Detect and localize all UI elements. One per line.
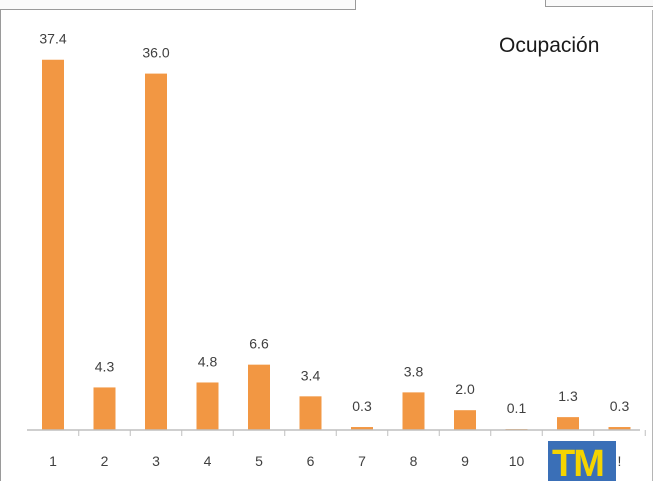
bar-5 [248,364,270,430]
bar-4 [196,382,219,430]
bar-1 [42,59,64,431]
x-tick-label-5: 5 [255,453,263,469]
value-label-5: 6.6 [249,336,269,352]
bars-group [42,59,631,431]
top-strip-left [0,0,356,10]
value-label-4: 4.8 [198,353,218,369]
value-label-9: 2.0 [455,381,475,397]
value-label-3: 36.0 [142,45,169,61]
x-ticks-group [78,430,646,436]
bar-11 [557,417,579,430]
x-tick-label-10: 10 [509,453,525,469]
x-tick-label-8: 8 [410,453,418,469]
x-tick-label-4: 4 [204,453,212,469]
value-label-2: 4.3 [95,358,115,374]
value-label-8: 3.8 [404,363,424,379]
x-tick-label-7: 7 [358,453,366,469]
value-labels-group: 37.4 4.3 36.0 4.8 6.6 3.4 0.3 3.8 2.0 0.1 1.3 0.3 [39,31,629,416]
value-label-11: 1.3 [558,388,578,404]
value-label-1: 37.4 [39,31,66,47]
bar-9 [454,410,476,430]
tm-logo-text: TM [552,443,605,485]
x-tick-label-6: 6 [307,453,315,469]
tm-logo: TM [548,441,616,485]
bar-12 [608,427,631,430]
bar-6 [299,396,322,430]
value-label-6: 3.4 [301,367,321,383]
value-label-7: 0.3 [352,398,372,414]
x-tick-label-1: 1 [49,453,57,469]
bar-2 [93,387,116,430]
value-label-12: 0.3 [610,398,630,414]
x-tick-label-3: 3 [152,453,160,469]
top-strip [0,0,653,10]
chart-title: Ocupación [499,34,599,57]
top-strip-right [545,0,653,7]
x-tick-label-9: 9 [461,453,469,469]
value-label-10: 0.1 [507,400,527,416]
bar-8 [402,392,425,430]
x-tick-label-12: ! [618,453,622,469]
x-tick-label-2: 2 [101,453,109,469]
bar-7 [351,427,373,430]
x-tick-labels-group: 1 2 3 4 5 6 7 8 9 10! [49,453,621,469]
bar-3 [145,73,167,430]
